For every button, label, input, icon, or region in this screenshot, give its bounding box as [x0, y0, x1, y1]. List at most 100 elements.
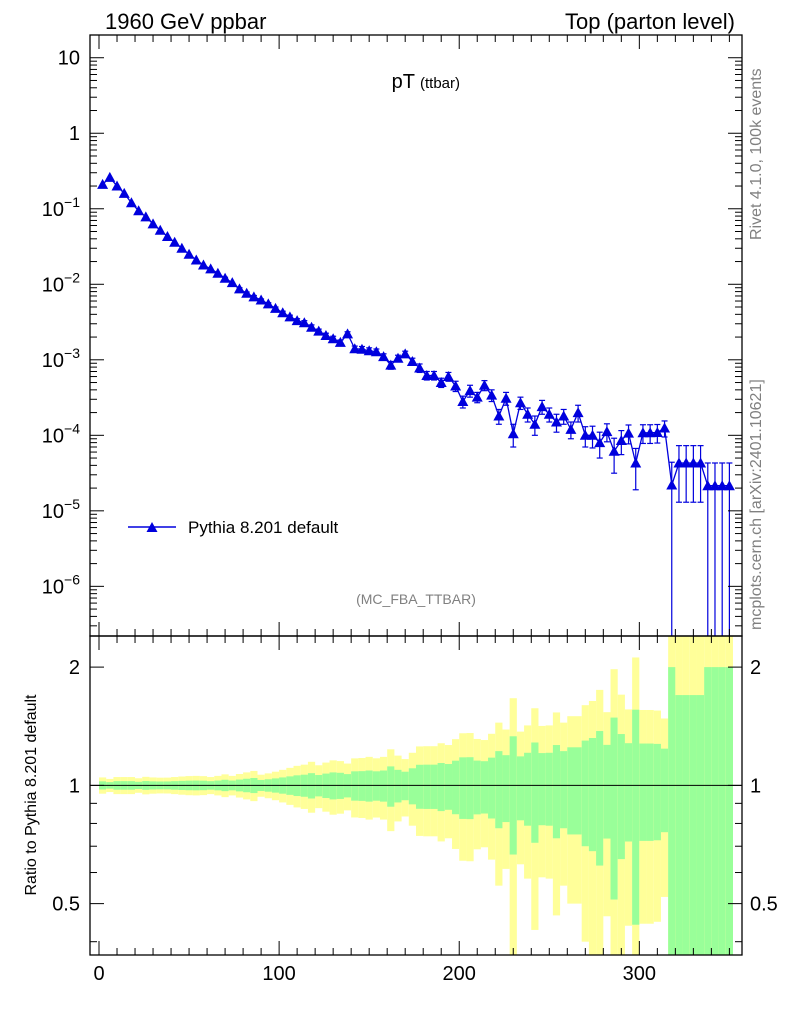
- ratio-band-inner: [509, 736, 517, 855]
- ratio-band-inner: [567, 747, 575, 835]
- data-point: [471, 391, 483, 402]
- data-point: [572, 407, 584, 418]
- data-point: [716, 480, 728, 491]
- ratio-band-inner: [466, 757, 474, 820]
- data-point: [659, 422, 671, 433]
- ratio-band-inner: [632, 709, 640, 925]
- ratio-band-inner: [646, 743, 654, 841]
- ratio-band-inner: [502, 755, 510, 823]
- ratio-band-inner: [444, 764, 453, 810]
- data-point: [587, 429, 599, 440]
- ratio-band-inner: [704, 667, 712, 955]
- y-tick-label: 10−3: [42, 345, 80, 372]
- ratio-frame: [89, 635, 743, 956]
- series-line: [102, 176, 730, 487]
- data-point: [543, 408, 555, 419]
- data-point: [255, 294, 267, 305]
- data-point: [363, 345, 375, 356]
- ratio-band-inner: [531, 742, 539, 843]
- ratio-band-inner: [516, 756, 525, 821]
- data-point: [630, 457, 642, 468]
- ratio-band-inner: [653, 743, 661, 841]
- data-point: [702, 480, 714, 491]
- legend-marker: [146, 522, 158, 532]
- ratio-band-inner: [624, 743, 633, 842]
- data-point: [442, 371, 454, 382]
- data-point: [133, 205, 145, 216]
- analysis-id: (MC_FBA_TTBAR): [356, 591, 476, 607]
- data-point: [687, 457, 699, 468]
- data-point: [392, 352, 404, 363]
- ratio-band-inner: [430, 764, 438, 809]
- data-point: [536, 401, 548, 412]
- data-point: [104, 171, 116, 182]
- data-point: [651, 426, 663, 437]
- data-point: [161, 230, 173, 241]
- ratio-band-inner: [401, 771, 409, 801]
- data-point: [169, 236, 181, 247]
- data-point: [644, 427, 656, 438]
- legend: Pythia 8.201 default: [128, 518, 339, 537]
- ratio-band-inner: [379, 770, 388, 802]
- data-point: [414, 362, 426, 373]
- data-point: [507, 428, 519, 439]
- data-point: [601, 426, 613, 437]
- ratio-band-inner: [473, 760, 481, 815]
- data-point: [565, 423, 577, 434]
- data-point: [111, 180, 123, 191]
- y-tick-label: 1: [69, 123, 80, 145]
- data-point: [219, 272, 231, 283]
- ratio-panel: [90, 636, 742, 955]
- data-point: [450, 380, 462, 391]
- data-point: [666, 479, 678, 490]
- y-tick-label: 10−5: [42, 496, 80, 523]
- data-point: [594, 437, 606, 448]
- data-point: [306, 321, 318, 332]
- main-frame: [89, 34, 743, 637]
- ratio-band-inner: [610, 717, 618, 900]
- data-point: [608, 445, 620, 456]
- data-point: [327, 333, 339, 344]
- data-point: [378, 351, 390, 362]
- data-point: [514, 397, 526, 408]
- ratio-band-inner: [603, 744, 611, 839]
- data-point: [140, 211, 152, 222]
- x-tick-label: 300: [623, 963, 656, 985]
- x-tick-label: 200: [443, 963, 476, 985]
- ratio-band-inner: [495, 751, 503, 829]
- header-process-label: Top (parton level): [565, 9, 735, 34]
- data-point: [147, 218, 159, 229]
- plot-title: pT: [392, 71, 415, 93]
- ratio-band-inner: [696, 695, 705, 955]
- legend-label: Pythia 8.201 default: [188, 518, 339, 537]
- data-point: [500, 392, 512, 403]
- ratio-y-tick-label-right: 1: [750, 775, 761, 797]
- ratio-band-inner: [394, 769, 402, 803]
- data-point: [270, 302, 282, 313]
- data-point: [673, 457, 685, 468]
- data-point: [298, 317, 310, 328]
- ratio-band-inner: [488, 757, 496, 819]
- data-point: [334, 336, 346, 347]
- ratio-band-inner: [581, 740, 589, 847]
- data-point: [695, 457, 707, 468]
- ratio-y-tick-label: 1: [69, 775, 80, 797]
- data-point: [125, 197, 137, 208]
- data-point: [342, 328, 354, 339]
- data-point: [486, 389, 498, 400]
- ratio-band-inner: [668, 667, 676, 955]
- data-point: [529, 418, 541, 429]
- data-point: [399, 348, 411, 359]
- data-point: [313, 325, 325, 336]
- data-point: [370, 346, 382, 357]
- data-point: [176, 242, 188, 253]
- mcplots-label: mcplots.cern.ch [arXiv:2401.10621]: [748, 379, 765, 630]
- ratio-band-inner: [538, 753, 546, 826]
- data-point: [558, 410, 570, 421]
- y-tick-label: 10−4: [42, 420, 80, 447]
- main-panel: 10 1 10−1 10−2 10−3 10−4 10−5 10−6 0 100 200 300 0.5…: [42, 34, 778, 985]
- data-point: [233, 283, 245, 294]
- ratio-band-inner: [423, 764, 431, 809]
- ratio-band-inner: [452, 760, 460, 815]
